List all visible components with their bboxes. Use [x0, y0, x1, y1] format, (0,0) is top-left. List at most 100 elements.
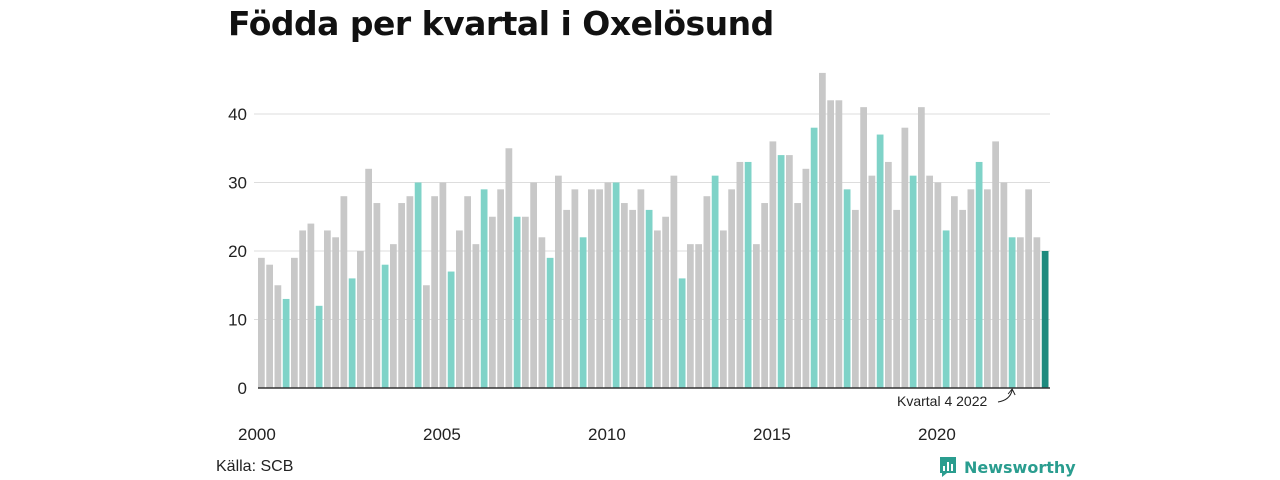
- bar: [431, 196, 438, 388]
- bar: [522, 216, 529, 388]
- bar: [711, 175, 719, 388]
- bar: [802, 168, 810, 388]
- bar: [662, 216, 669, 388]
- bar: [678, 278, 686, 388]
- source-note: Källa: SCB: [216, 458, 294, 475]
- bar: [456, 230, 463, 388]
- x-tick-labels: 2000 2005 2010 2015 2020: [238, 425, 956, 444]
- bar: [538, 237, 546, 388]
- bar: [513, 216, 521, 388]
- bar: [744, 161, 752, 388]
- bar: [629, 209, 636, 388]
- bar: [480, 189, 488, 388]
- bar: [340, 196, 348, 388]
- bar: [687, 244, 694, 388]
- bar: [621, 203, 628, 388]
- bar: [497, 189, 504, 388]
- bar: [373, 203, 381, 388]
- bar: [423, 285, 430, 388]
- bar: [439, 182, 447, 388]
- bar: [794, 203, 801, 388]
- bar: [266, 264, 273, 388]
- annotation-arrow: [997, 388, 1016, 403]
- bar: [934, 182, 942, 388]
- bar: [967, 189, 975, 388]
- bar: [274, 285, 282, 388]
- bar: [282, 298, 290, 388]
- bar: [827, 100, 834, 389]
- bar: [819, 72, 826, 389]
- brand-logo: Newsworthy: [938, 456, 1076, 478]
- bar: [926, 175, 933, 388]
- bar: [720, 230, 727, 388]
- bar: [505, 148, 513, 388]
- y-tick-label: 20: [228, 242, 247, 261]
- bar: [1000, 182, 1008, 388]
- bar: [852, 209, 859, 388]
- bar: [835, 100, 843, 389]
- bar: [1033, 237, 1041, 388]
- bar: [1017, 237, 1024, 388]
- bar: [612, 182, 620, 388]
- annotation: Kvartal 4 2022: [897, 388, 1016, 409]
- bar: [464, 196, 471, 388]
- bar: [571, 189, 579, 388]
- bar: [670, 175, 678, 388]
- x-tick-label: 2010: [588, 425, 626, 444]
- bar: [753, 244, 760, 388]
- bar: [637, 189, 645, 388]
- bars: [258, 72, 1049, 389]
- bar: [786, 155, 793, 388]
- x-tick-label: 2020: [918, 425, 956, 444]
- bar: [868, 175, 876, 388]
- bar: [901, 127, 909, 388]
- bar: [489, 216, 496, 388]
- y-tick-label: 40: [228, 105, 247, 124]
- annotation-label: Kvartal 4 2022: [897, 393, 987, 409]
- bar: [951, 196, 958, 388]
- bar: [992, 141, 999, 388]
- bar: [414, 182, 422, 388]
- bar: [761, 203, 768, 388]
- x-tick-label: 2005: [423, 425, 461, 444]
- bar: [918, 107, 925, 389]
- bar: [324, 230, 331, 388]
- brand-name: Newsworthy: [964, 457, 1076, 477]
- bar: [654, 230, 661, 388]
- bar: [728, 189, 735, 388]
- bar: [777, 155, 785, 388]
- bar: [390, 244, 397, 388]
- y-tick-label: 0: [238, 379, 247, 398]
- x-tick-label: 2000: [238, 425, 276, 444]
- bar: [315, 305, 323, 388]
- bar: [555, 175, 562, 388]
- bar: [357, 251, 364, 388]
- bar: [975, 161, 983, 388]
- bar: [299, 230, 306, 388]
- bar: [381, 264, 389, 388]
- bar: [588, 189, 595, 388]
- chart-title: Födda per kvartal i Oxelösund: [228, 4, 774, 43]
- bar: [365, 168, 372, 388]
- bar: [942, 230, 950, 388]
- bar: [398, 203, 405, 388]
- bar: [645, 209, 653, 388]
- bar: [876, 134, 884, 388]
- y-tick-label: 30: [228, 174, 247, 193]
- bar: [810, 127, 818, 388]
- bar: [959, 209, 966, 388]
- bar: [332, 237, 339, 388]
- bar: [843, 189, 851, 388]
- bar: [1025, 189, 1032, 388]
- bar: [984, 189, 991, 388]
- bar: [596, 189, 603, 388]
- bar: [736, 161, 744, 388]
- newsworthy-logo-icon: [940, 457, 956, 477]
- y-tick-label: 10: [228, 311, 247, 330]
- bar: [291, 257, 298, 388]
- bar: [563, 209, 570, 388]
- bar: [447, 271, 455, 388]
- bar: [472, 244, 480, 388]
- y-tick-labels: 0 10 20 30 40: [228, 105, 247, 398]
